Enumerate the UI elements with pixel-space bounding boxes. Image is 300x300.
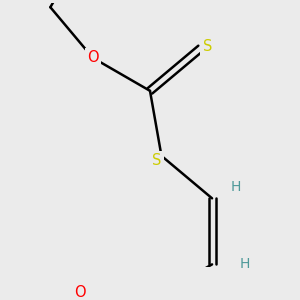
Text: H: H: [240, 257, 250, 272]
Text: H: H: [230, 180, 241, 194]
Text: S: S: [152, 153, 162, 168]
Text: S: S: [202, 39, 212, 54]
Text: O: O: [74, 286, 86, 300]
Text: O: O: [87, 50, 99, 65]
